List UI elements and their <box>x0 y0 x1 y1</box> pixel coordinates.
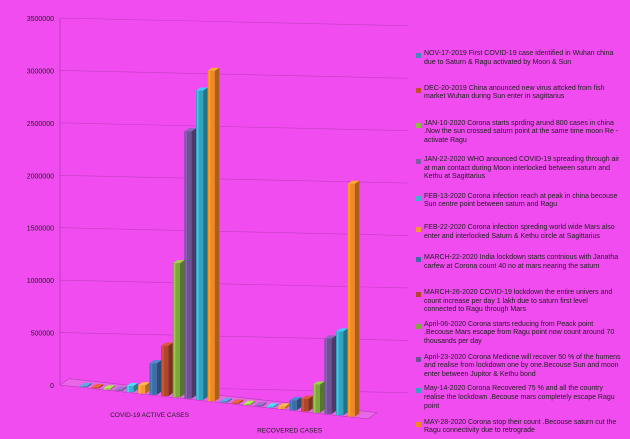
legend-item: MARCH-26-2020 COVID-19 lockdown the enti… <box>416 289 622 315</box>
category-label: RECOVERED CASES <box>257 427 323 434</box>
legend-label: JAN-10-2020 Corona starts sprding arund … <box>424 119 619 144</box>
bar <box>149 360 162 395</box>
legend-swatch <box>416 323 421 329</box>
bar <box>126 382 139 393</box>
bar <box>336 328 348 416</box>
legend-item: April-06-2020 Corona starts reducing fro… <box>416 321 622 347</box>
legend-swatch <box>416 292 421 298</box>
legend-item: JAN-22-2020 WHO anounced COVID-19 spread… <box>416 156 622 182</box>
legend-item: FEB-22-2020 Corona infection spreding wo… <box>416 224 622 241</box>
legend-swatch <box>416 122 421 128</box>
y-tick-label: 500000 <box>31 331 54 338</box>
bar <box>80 382 92 388</box>
legend-item: April-23-2020 Corona Medicne will recove… <box>416 354 622 380</box>
legend-item: MAY-28-2020 Corona stop their count .Bec… <box>416 419 622 436</box>
gridline <box>59 122 409 131</box>
bar <box>312 381 325 413</box>
bar <box>196 87 208 400</box>
bar <box>266 403 279 408</box>
bar <box>207 67 220 402</box>
legend-item: JAN-10-2020 Corona starts sprding arund … <box>416 120 622 146</box>
legend-label: April-23-2020 Corona Medicne will recove… <box>424 353 621 378</box>
y-tick-label: 2000000 <box>27 173 54 180</box>
y-tick-label: 3000000 <box>27 68 54 75</box>
bar <box>138 382 150 394</box>
gridline <box>59 17 409 27</box>
category-label: COVID-19 ACTIVE CASES <box>110 412 189 419</box>
bar <box>324 335 337 415</box>
bar <box>161 342 173 397</box>
legend-item: DEC-20-2019 China anounced new virus att… <box>416 85 622 102</box>
bar <box>172 260 185 398</box>
bar <box>220 398 232 403</box>
bar <box>184 128 197 399</box>
y-tick-label: 1000000 <box>27 278 54 285</box>
bar <box>231 399 244 404</box>
bar <box>103 385 115 390</box>
gridline <box>59 174 409 184</box>
bar <box>347 180 360 417</box>
bar <box>91 384 104 389</box>
bar <box>289 397 302 411</box>
bar <box>243 400 255 406</box>
bar <box>301 395 313 412</box>
legend-label: FEB-22-2020 Corona infection spreding wo… <box>424 224 615 240</box>
legend-label: April-06-2020 Corona starts reducing fro… <box>424 320 615 345</box>
legend-swatch <box>416 53 421 58</box>
y-tick-label: 3500000 <box>27 16 54 23</box>
bar <box>254 402 267 407</box>
legend-label: FEB-13-2020 Corona infection reach at pe… <box>424 192 618 209</box>
legend-swatch <box>416 421 421 427</box>
legend-swatch <box>416 388 421 394</box>
gridline <box>59 70 409 79</box>
y-tick-label: 2500000 <box>27 121 54 128</box>
y-tick-label: 0 <box>50 383 54 390</box>
legend-swatch <box>416 356 421 362</box>
legend-item: FEB-13-2020 Corona infection reach at pe… <box>416 193 622 210</box>
legend-label: MAY-28-2020 Corona stop their count .Bec… <box>424 418 617 435</box>
legend-label: May-14-2020 Corona Recovered 75 % and al… <box>424 385 615 410</box>
legend-item: NOV-17-2019 First COVID-19 case identifi… <box>416 50 622 67</box>
legend-swatch <box>416 257 421 263</box>
legend-label: DEC-20-2019 China anounced new virus att… <box>424 84 605 101</box>
legend-label: JAN-22-2020 WHO anounced COVID-19 spread… <box>424 156 620 181</box>
y-tick-label: 1500000 <box>27 226 54 233</box>
legend-swatch <box>416 159 421 165</box>
legend-item: MARCH-22-2020 India lockdown starts cont… <box>416 254 622 271</box>
legend-label: MARCH-22-2020 India lockdown starts cont… <box>424 254 619 270</box>
legend-item: May-14-2020 Corona Recovered 75 % and al… <box>416 385 622 411</box>
bar <box>278 403 290 409</box>
legend-swatch <box>416 227 421 233</box>
bar <box>114 386 127 392</box>
legend-swatch <box>416 195 421 201</box>
legend-swatch <box>416 87 421 93</box>
legend-label: NOV-17-2019 First COVID-19 case identifi… <box>424 50 614 66</box>
legend-label: MARCH-26-2020 COVID-19 lockdown the enti… <box>424 289 613 314</box>
